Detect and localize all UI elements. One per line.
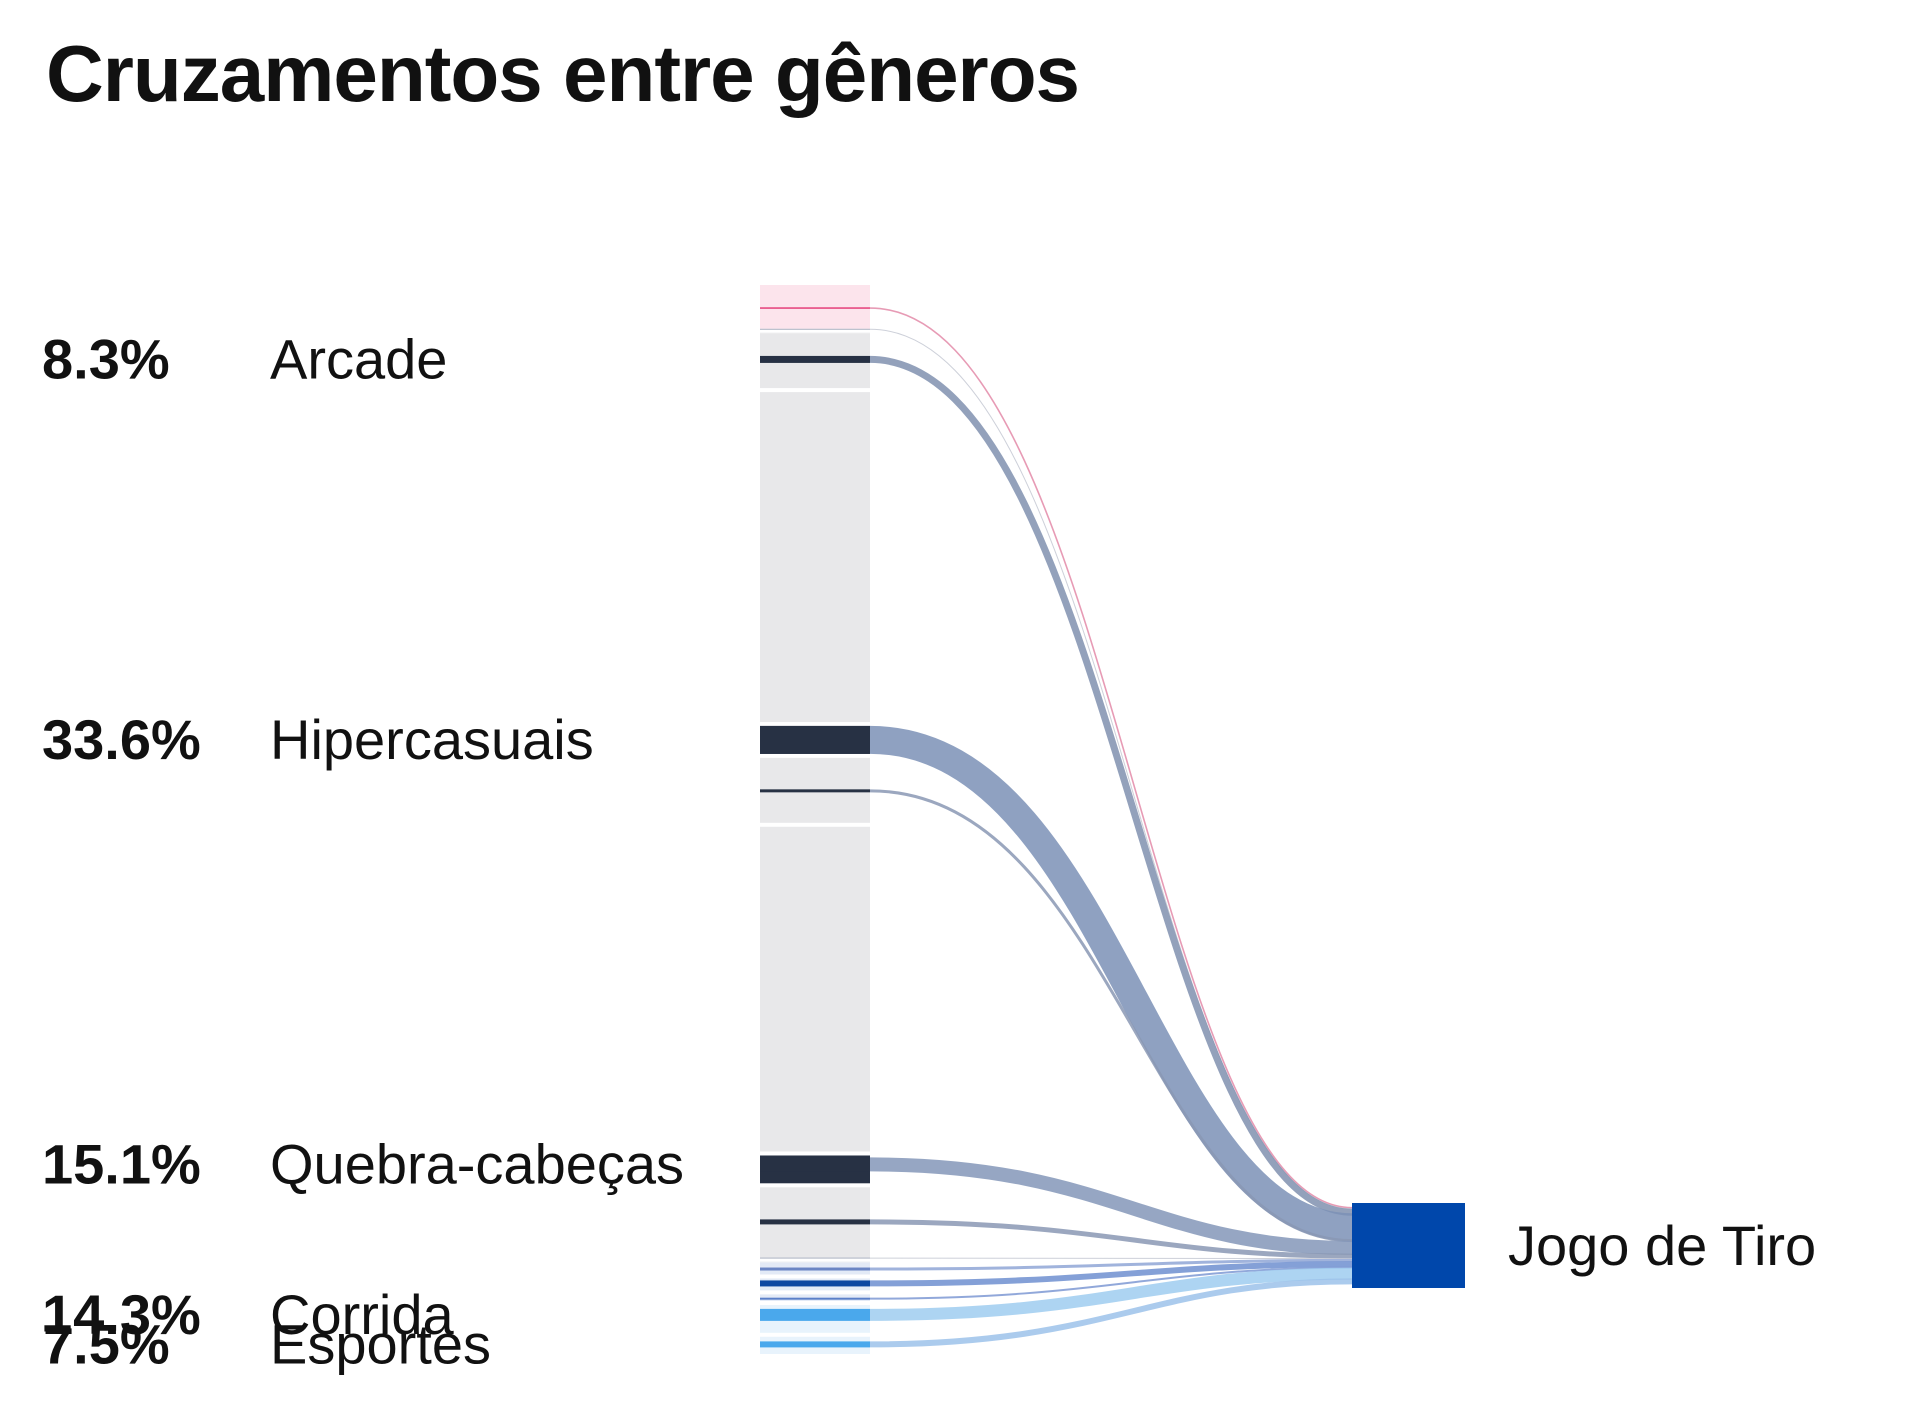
source-label: Arcade bbox=[270, 327, 447, 390]
source-tick bbox=[760, 789, 870, 793]
source-tick bbox=[760, 725, 870, 754]
source-bands bbox=[760, 285, 870, 1354]
flow-link bbox=[869, 725, 1353, 1242]
source-tick bbox=[760, 1219, 870, 1225]
flow-link bbox=[869, 789, 1353, 1243]
source-tick bbox=[760, 328, 870, 330]
flow-link bbox=[869, 1267, 1353, 1321]
flow-link bbox=[869, 1261, 1353, 1287]
source-band bbox=[760, 285, 870, 329]
source-tick bbox=[760, 307, 870, 309]
flow-link bbox=[869, 1258, 1353, 1271]
source-tick bbox=[760, 1267, 870, 1271]
flow-link bbox=[869, 307, 1353, 1209]
flow-link bbox=[869, 1219, 1353, 1259]
target-node bbox=[1352, 1203, 1465, 1288]
source-band bbox=[760, 1261, 870, 1263]
source-tick bbox=[760, 355, 870, 363]
chart-title: Cruzamentos entre gêneros bbox=[46, 29, 1080, 118]
source-label: Hipercasuais bbox=[270, 708, 594, 771]
source-band bbox=[760, 332, 870, 334]
source-labels: 8.3% Arcade 33.6% Hipercasuais 15.1% Quebra-c… bbox=[42, 327, 684, 1375]
source-percent: 33.6% bbox=[42, 708, 201, 771]
source-label: Corrida bbox=[270, 1283, 454, 1346]
source-tick bbox=[760, 1308, 870, 1321]
source-tick bbox=[760, 1297, 870, 1300]
source-tick bbox=[760, 1257, 870, 1259]
flow-link bbox=[869, 1278, 1353, 1348]
source-band bbox=[760, 392, 870, 723]
flow-links bbox=[869, 307, 1353, 1348]
flow-link bbox=[869, 1257, 1353, 1260]
source-tick bbox=[760, 1157, 870, 1172]
source-label: Esportes bbox=[270, 1312, 491, 1375]
flow-link bbox=[869, 1157, 1353, 1255]
source-percent: 8.3% bbox=[42, 327, 170, 390]
source-label: Quebra-cabeças bbox=[270, 1132, 684, 1195]
target-label: Jogo de Tiro bbox=[1508, 1214, 1816, 1277]
source-band bbox=[760, 826, 870, 1152]
source-percent: 14.3% bbox=[42, 1283, 201, 1346]
flow-link bbox=[869, 1266, 1353, 1300]
source-percent: 15.1% bbox=[42, 1132, 201, 1195]
source-ticks bbox=[760, 307, 870, 1348]
source-tick bbox=[760, 1341, 870, 1348]
source-percent: 7.5% bbox=[42, 1312, 170, 1375]
source-tick bbox=[760, 1280, 870, 1287]
flow-link bbox=[869, 355, 1353, 1216]
